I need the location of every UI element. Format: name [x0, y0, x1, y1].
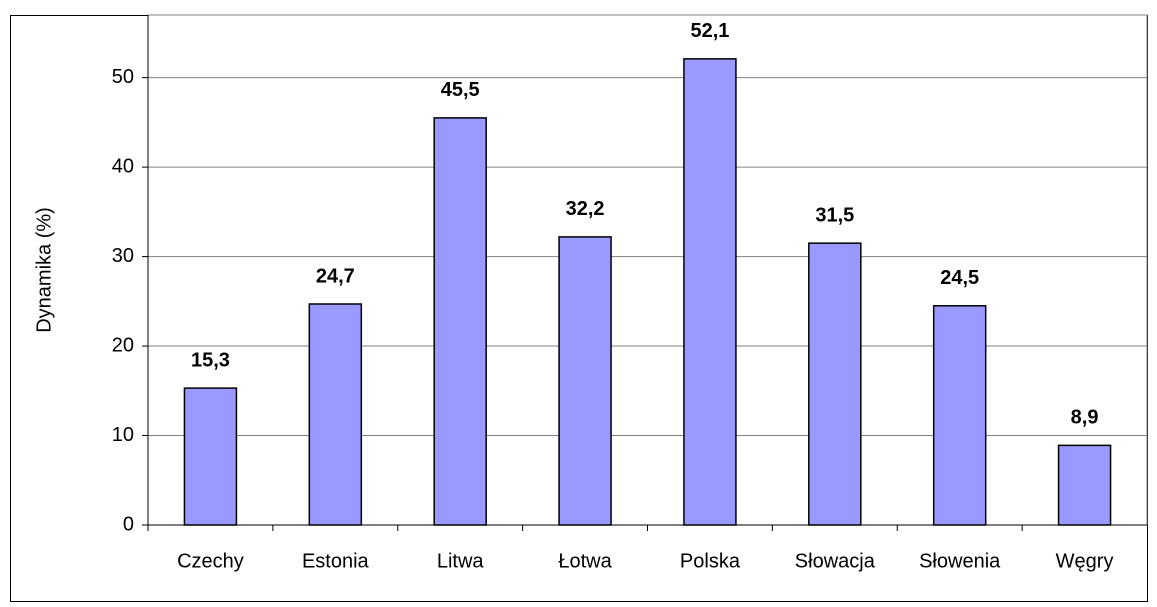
bar	[932, 305, 987, 526]
y-tick-label: 20	[112, 334, 134, 356]
x-tick-label: Łotwa	[558, 550, 612, 572]
value-label: 8,9	[1071, 407, 1099, 429]
y-tick-label: 30	[112, 245, 134, 267]
y-tick-label: 0	[123, 513, 134, 535]
y-tick-label: 50	[112, 66, 134, 88]
y-tick-label: 40	[112, 155, 134, 177]
value-label: 45,5	[441, 79, 480, 101]
bar	[808, 242, 862, 526]
x-tick-label: Estonia	[302, 550, 370, 572]
x-tick-label: Polska	[680, 550, 741, 572]
x-tick-label: Czechy	[177, 550, 244, 572]
bar	[1057, 444, 1112, 526]
value-label: 32,2	[566, 198, 605, 220]
value-label: 31,5	[815, 204, 854, 226]
y-tick-label: 10	[112, 424, 134, 446]
bar	[558, 236, 612, 526]
value-label: 52,1	[690, 20, 729, 42]
bar	[683, 58, 737, 526]
value-label: 24,7	[316, 265, 355, 287]
bar	[183, 387, 238, 526]
plot-area	[147, 14, 1148, 526]
value-label: 15,3	[191, 349, 230, 371]
bar	[433, 117, 487, 526]
y-axis-label: Dynamika (%)	[33, 207, 55, 333]
bar	[308, 303, 363, 526]
x-tick-label: Litwa	[437, 550, 485, 572]
x-tick-label: Węgry	[1056, 550, 1114, 572]
x-tick-label: Słowenia	[919, 550, 1001, 572]
x-tick-label: Słowacja	[795, 550, 876, 572]
value-label: 24,5	[940, 267, 979, 289]
